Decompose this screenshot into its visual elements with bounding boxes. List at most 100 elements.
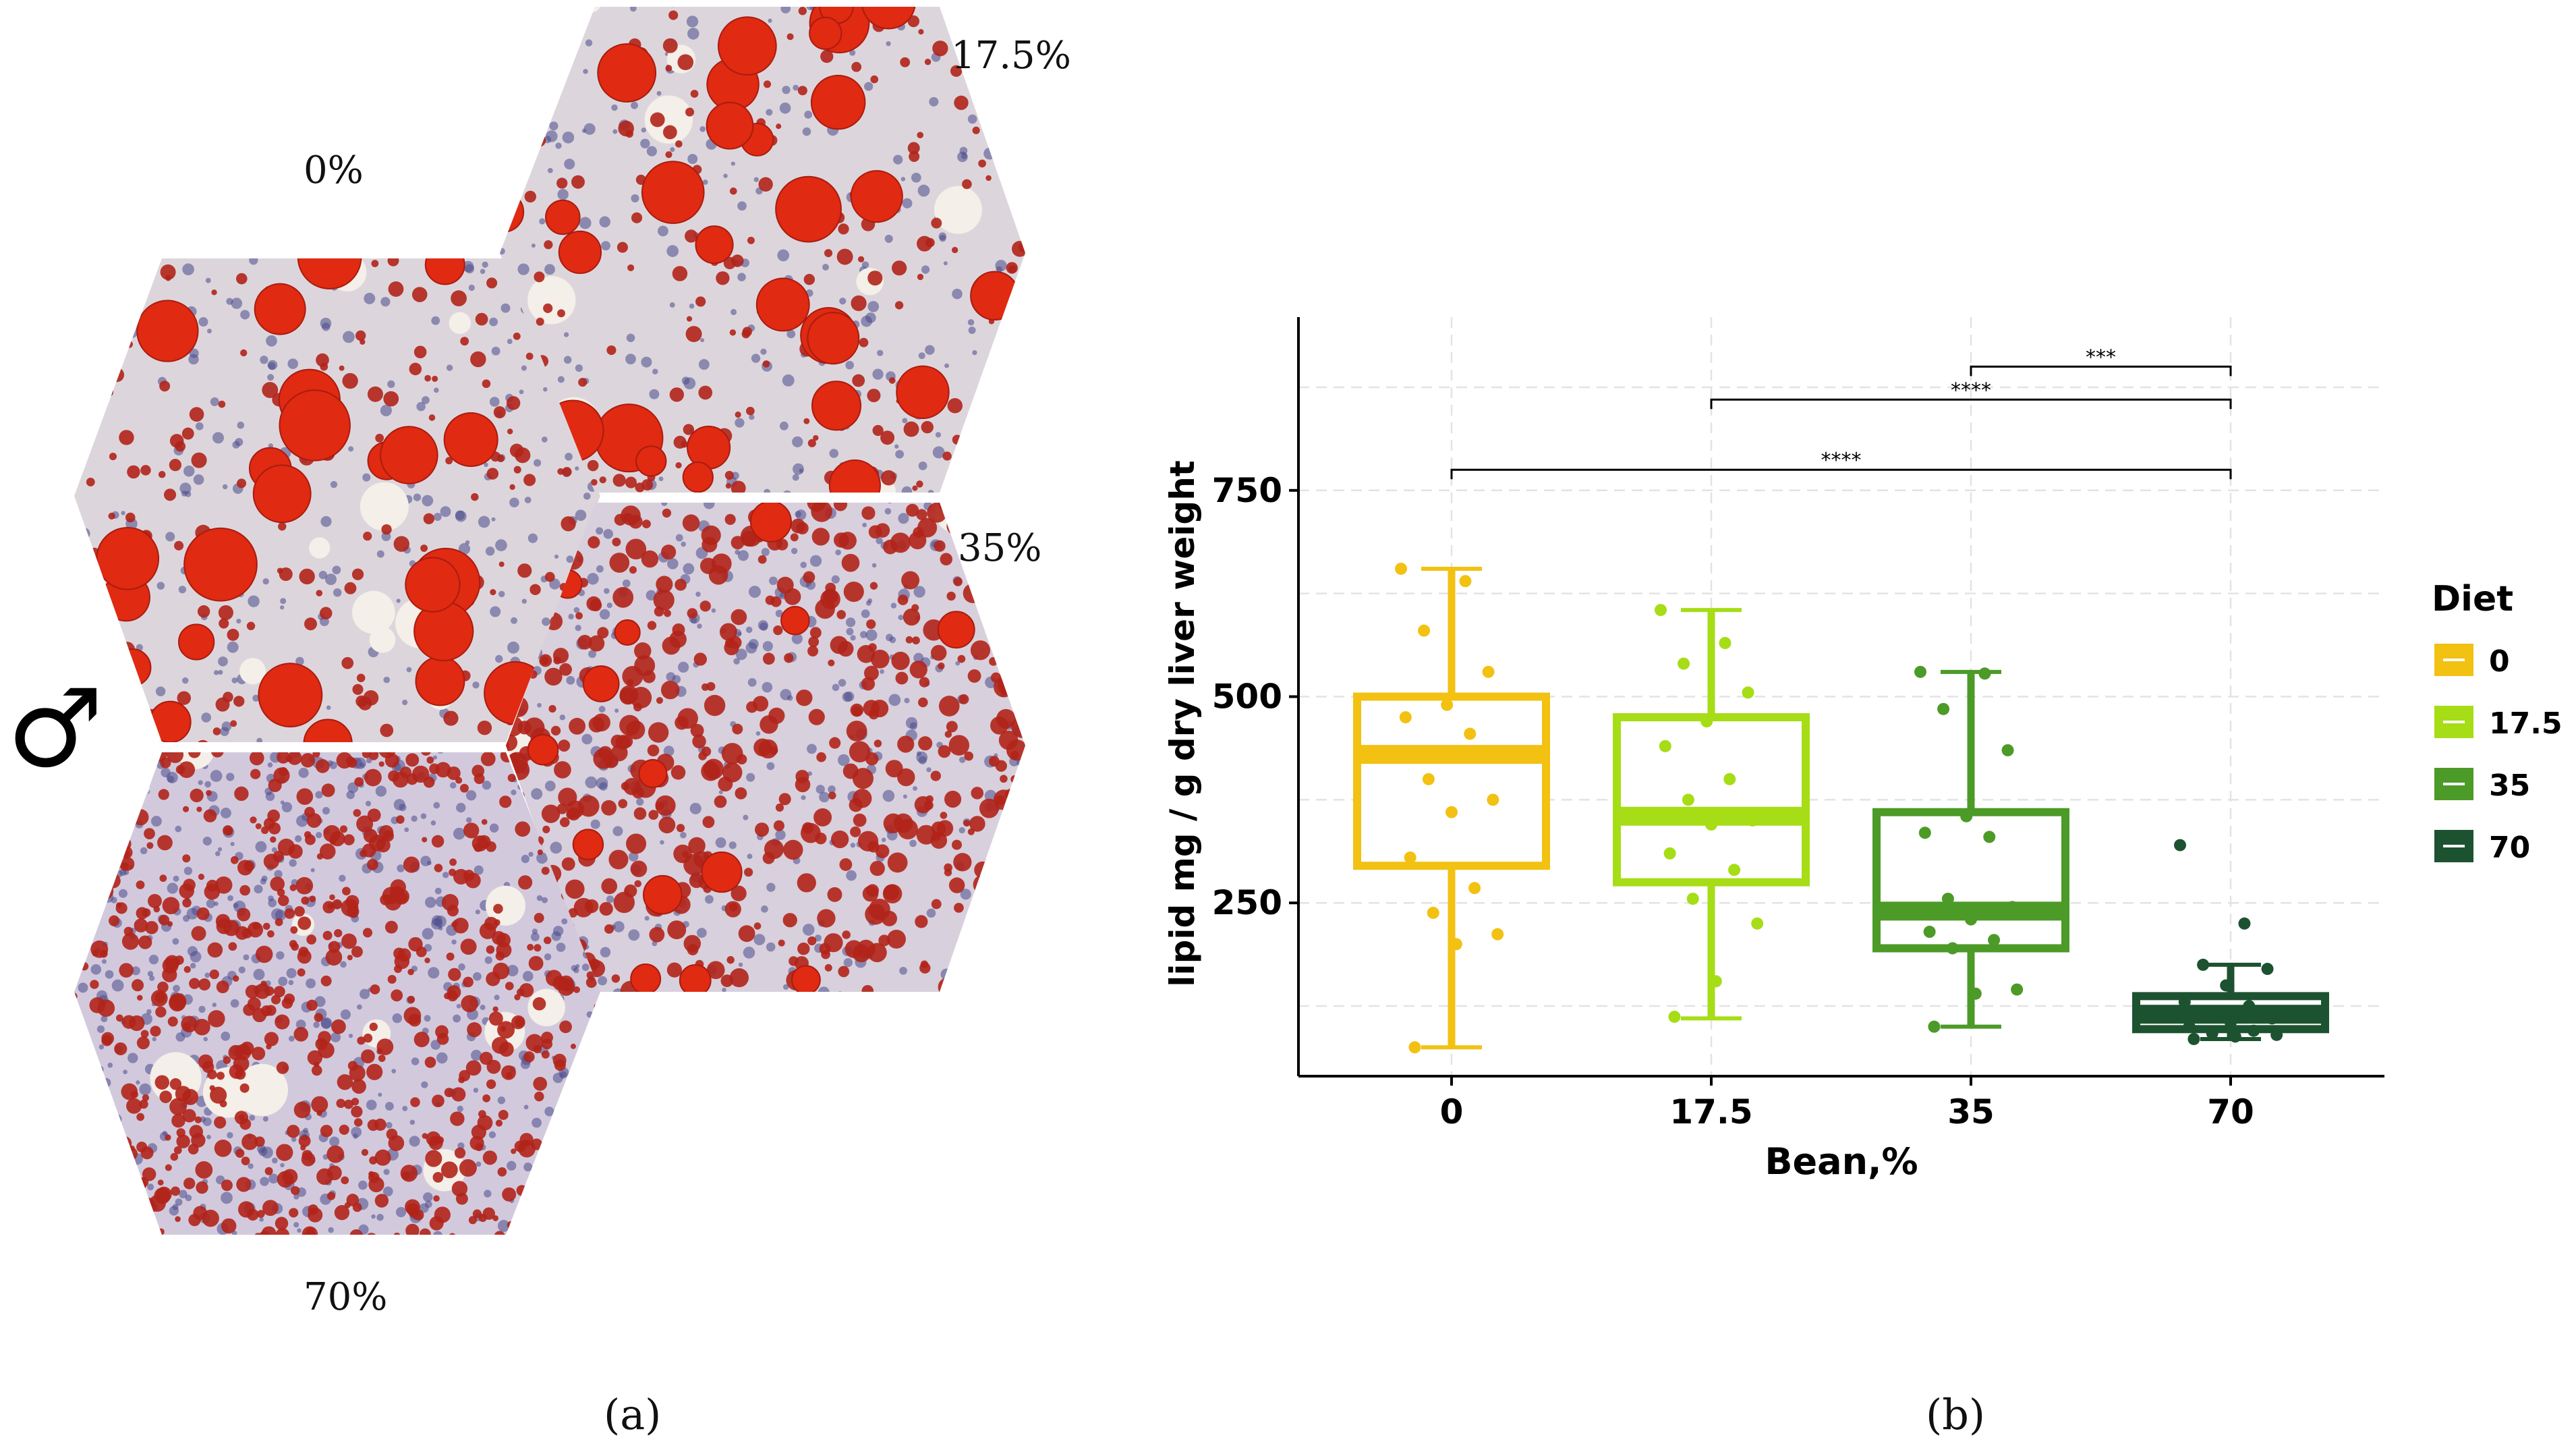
small-lipid-droplet [88, 1166, 104, 1181]
lipid-droplet [572, 829, 604, 860]
small-lipid-droplet [445, 457, 453, 465]
nucleus-dot [500, 303, 511, 313]
small-lipid-droplet [234, 786, 249, 802]
label-17-5-percent: 17.5% [951, 34, 1071, 78]
small-lipid-droplet [773, 820, 784, 831]
small-lipid-droplet [182, 806, 190, 812]
nucleus-dot [195, 422, 204, 430]
small-lipid-droplet [275, 1217, 289, 1230]
nucleus-dot [315, 831, 322, 839]
nucleus-dot [552, 926, 564, 936]
nucleus-dot [760, 622, 768, 631]
small-lipid-droplet [461, 995, 478, 1013]
nucleus-dot [981, 605, 992, 617]
small-lipid-droplet [109, 452, 117, 461]
small-lipid-droplet [158, 789, 169, 800]
small-lipid-droplet [475, 312, 488, 326]
nucleus-dot [218, 669, 223, 675]
small-lipid-droplet [905, 636, 913, 644]
small-lipid-droplet [76, 1213, 90, 1227]
nucleus-dot [518, 63, 529, 75]
small-lipid-droplet [957, 654, 966, 663]
small-lipid-droplet [492, 1036, 509, 1054]
small-lipid-droplet [295, 876, 314, 895]
nucleus-dot [375, 785, 387, 797]
small-lipid-droplet [158, 470, 166, 478]
small-lipid-droplet [836, 610, 847, 619]
nucleus-dot [198, 1005, 206, 1013]
small-lipid-droplet [942, 451, 952, 461]
nucleus-dot [397, 864, 405, 872]
small-lipid-droplet [648, 810, 659, 820]
nucleus-dot [549, 121, 559, 131]
small-lipid-droplet [1003, 648, 1023, 668]
male-symbol: ♂ [7, 665, 104, 791]
nucleus-dot [271, 1157, 278, 1164]
data-point [1487, 793, 1499, 806]
small-lipid-droplet [494, 1231, 506, 1235]
small-lipid-droplet [590, 1056, 600, 1066]
small-lipid-droplet [74, 836, 76, 843]
small-lipid-droplet [541, 804, 561, 823]
small-lipid-droplet [189, 407, 204, 422]
nucleus-dot [111, 714, 117, 719]
small-lipid-droplet [495, 1119, 503, 1127]
data-point [1668, 1010, 1681, 1023]
nucleus-dot [497, 1096, 506, 1105]
nucleus-dot [326, 705, 331, 710]
data-point [2270, 1028, 2283, 1041]
small-lipid-droplet [449, 858, 457, 866]
nucleus-dot [566, 675, 575, 685]
nucleus-dot [74, 300, 76, 313]
nucleus-dot [83, 918, 94, 930]
small-lipid-droplet [145, 921, 159, 934]
nucleus-dot [592, 1096, 600, 1109]
small-lipid-droplet [352, 1202, 362, 1212]
nucleus-dot [660, 840, 664, 845]
data-points [1395, 562, 2283, 1054]
nucleus-dot [293, 1194, 299, 1200]
small-lipid-droplet [247, 1208, 259, 1221]
nucleus-dot [260, 356, 268, 364]
small-lipid-droplet [134, 918, 148, 932]
nucleus-dot [581, 963, 590, 972]
nucleus-dot [832, 683, 840, 692]
nucleus-dot [562, 131, 575, 144]
small-lipid-droplet [351, 568, 364, 580]
nucleus-dot [884, 234, 893, 243]
nucleus-dot [256, 737, 263, 742]
small-lipid-droplet [954, 903, 964, 913]
data-point [1742, 686, 1754, 699]
nucleus-dot [926, 908, 936, 918]
small-lipid-droplet [909, 661, 927, 679]
nucleus-dot [550, 841, 563, 854]
nucleus-dot [791, 547, 798, 555]
small-lipid-droplet [948, 735, 970, 756]
nucleus-dot [889, 636, 896, 644]
nucleus-dot [202, 836, 212, 846]
lipid-droplet [695, 225, 734, 264]
nucleus-dot [528, 1205, 540, 1217]
nucleus-dot [898, 513, 909, 524]
nucleus-dot [1005, 647, 1017, 659]
small-lipid-droplet [903, 608, 921, 626]
nucleus-dot [766, 883, 776, 892]
nucleus-dot [761, 905, 768, 913]
nucleus-dot [421, 1081, 428, 1088]
small-lipid-droplet [907, 15, 920, 28]
nucleus-dot [649, 389, 660, 399]
small-lipid-droplet [179, 883, 194, 899]
nucleus-dot [424, 1015, 431, 1022]
small-lipid-droplet [302, 1226, 318, 1235]
nucleus-dot [173, 875, 179, 882]
nucleus-dot [521, 0, 527, 5]
small-lipid-droplet [492, 962, 510, 980]
nucleus-dot [585, 776, 598, 789]
small-lipid-droplet [463, 822, 480, 839]
data-point [1965, 913, 1977, 926]
small-lipid-droplet [901, 571, 920, 590]
small-lipid-droplet [753, 922, 762, 930]
small-lipid-droplet [391, 989, 403, 1002]
data-point [1482, 665, 1495, 678]
small-lipid-droplet [94, 1132, 110, 1148]
